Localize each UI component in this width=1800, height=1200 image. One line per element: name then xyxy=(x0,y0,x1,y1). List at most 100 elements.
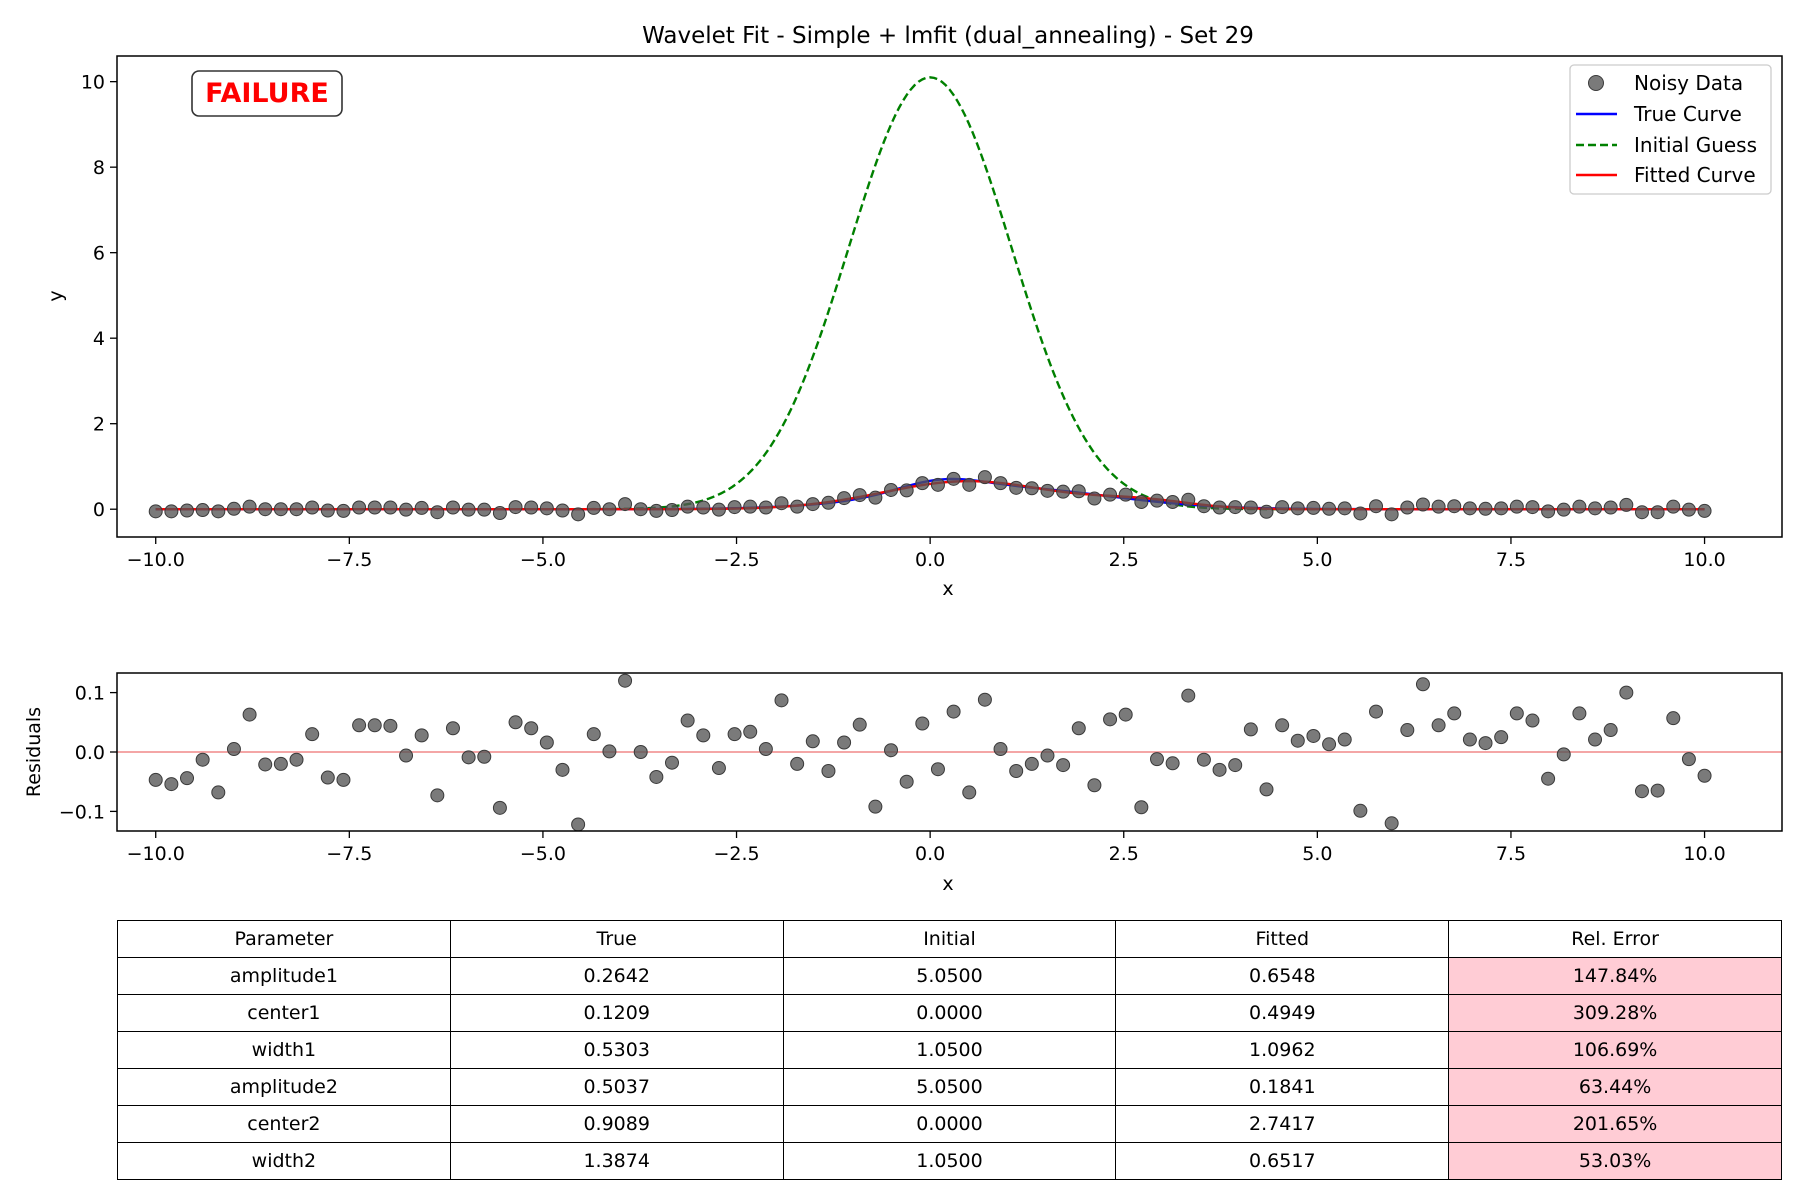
table-header-cell: Fitted xyxy=(1115,920,1450,958)
noisy-data-point xyxy=(1275,500,1290,515)
main-x-tick-label: 10.0 xyxy=(1683,549,1725,571)
table-cell: amplitude2 xyxy=(117,1068,451,1106)
noisy-data-point xyxy=(1556,502,1571,517)
noisy-data-point xyxy=(1149,493,1164,508)
noisy-data-point xyxy=(305,500,320,515)
residual-point xyxy=(1087,778,1102,793)
noisy-data-point xyxy=(1337,501,1352,516)
noisy-data-point xyxy=(1181,492,1196,507)
noisy-data-point xyxy=(1212,500,1227,515)
table-cell: 0.9089 xyxy=(449,1105,784,1143)
main-x-tick-label: 5.0 xyxy=(1302,549,1332,571)
table-cell: 1.0500 xyxy=(782,1031,1117,1069)
noisy-data-point xyxy=(320,503,335,518)
table-cell: 0.1209 xyxy=(449,994,784,1032)
residual-x-tick-label: 7.5 xyxy=(1496,843,1526,865)
residual-point xyxy=(320,770,335,785)
residual-point xyxy=(633,745,648,759)
table-row: width2 1.3874 1.0500 0.6517 53.03% xyxy=(117,1142,1782,1180)
residual-point xyxy=(1275,718,1290,733)
residual-point xyxy=(821,764,836,779)
noisy-data-point xyxy=(461,502,476,517)
table-row: center2 0.9089 0.0000 2.7417 201.65% xyxy=(117,1105,1782,1143)
main-y-tick-label: 4 xyxy=(93,328,105,350)
residual-point xyxy=(211,785,226,800)
table-cell: center2 xyxy=(117,1105,451,1143)
residual-point xyxy=(774,693,789,708)
table-cell: 0.5037 xyxy=(449,1068,784,1106)
table-cell: 0.1841 xyxy=(1115,1068,1450,1106)
residual-point xyxy=(1165,756,1180,771)
noisy-data-point xyxy=(790,499,805,514)
residual-point xyxy=(1494,730,1509,745)
noisy-data-point xyxy=(1509,499,1524,514)
residual-point xyxy=(195,752,210,767)
residual-y-tick-label: 0.1 xyxy=(75,683,105,705)
noisy-data-point xyxy=(352,500,367,515)
noisy-data-point xyxy=(805,497,820,512)
noisy-data-point xyxy=(1697,503,1712,518)
residual-point xyxy=(1056,758,1071,773)
noisy-data-point xyxy=(711,502,726,517)
residual-x-tick-label: −5.0 xyxy=(520,843,566,865)
table-row: width1 0.5303 1.0500 1.0962 106.69% xyxy=(117,1031,1782,1069)
residual-point xyxy=(1619,685,1634,700)
legend-marker-noisy-data xyxy=(1588,75,1604,91)
residual-point xyxy=(711,761,726,776)
residual-point xyxy=(164,777,179,792)
noisy-data-point xyxy=(1681,502,1696,517)
main-x-tick-label: 2.5 xyxy=(1109,549,1139,571)
residual-point xyxy=(930,762,945,777)
noisy-data-point xyxy=(1040,483,1055,498)
figure: Wavelet Fit - Simple + lmfit (dual_annea… xyxy=(23,23,1783,895)
residual-point xyxy=(1306,728,1321,743)
residual-point xyxy=(492,800,507,815)
residual-point xyxy=(180,771,195,786)
noisy-data-point xyxy=(367,500,382,515)
residual-point xyxy=(758,742,773,757)
noisy-data-point xyxy=(727,500,742,515)
noisy-data-point xyxy=(1400,500,1415,515)
residual-point xyxy=(1369,704,1384,719)
noisy-data-point xyxy=(1259,504,1274,519)
noisy-data-point xyxy=(1572,499,1587,514)
residual-point xyxy=(445,721,460,736)
rel-error-cell: 53.03% xyxy=(1448,1142,1782,1180)
noisy-data-point xyxy=(1541,504,1556,519)
table-cell: 1.0500 xyxy=(782,1142,1117,1180)
residual-point xyxy=(1415,677,1430,692)
table-row: center1 0.1209 0.0000 0.4949 309.28% xyxy=(117,994,1782,1032)
residual-plot: −10.0 −7.5 −5.0 −2.5 0.0 2.5 5.0 7.5 10.0 −0.1 0.… xyxy=(23,672,1783,895)
residual-point xyxy=(1588,732,1603,747)
residual-point xyxy=(1040,748,1055,763)
residual-point xyxy=(1228,758,1243,773)
noisy-data-point xyxy=(571,507,586,522)
noisy-data-point xyxy=(837,491,852,506)
noisy-data-point xyxy=(1462,501,1477,516)
residual-x-tick-label: −7.5 xyxy=(326,843,372,865)
residual-point xyxy=(1071,721,1086,736)
noisy-data-point xyxy=(602,502,617,517)
residual-point xyxy=(1384,816,1399,831)
legend-label-initial-guess: Initial Guess xyxy=(1634,133,1757,157)
residual-point xyxy=(1603,723,1618,738)
residual-point xyxy=(524,721,539,736)
residual-point xyxy=(1259,782,1274,797)
residual-point xyxy=(430,788,445,803)
residual-point xyxy=(539,735,554,750)
noisy-data-point xyxy=(1165,494,1180,509)
table-row: amplitude2 0.5037 5.0500 0.1841 63.44% xyxy=(117,1068,1782,1106)
noisy-data-point xyxy=(273,502,288,517)
noisy-data-point xyxy=(1369,499,1384,514)
residual-point xyxy=(1009,764,1024,779)
noisy-data-point xyxy=(1619,497,1634,512)
residual-point xyxy=(993,742,1008,757)
noisy-data-point xyxy=(226,501,241,516)
noisy-data-point xyxy=(1447,499,1462,514)
table-cell: 0.0000 xyxy=(782,1105,1117,1143)
noisy-data-point xyxy=(899,483,914,498)
failure-text: FAILURE xyxy=(205,78,329,109)
residual-point xyxy=(977,692,992,707)
noisy-data-point xyxy=(1290,501,1305,516)
residual-point xyxy=(602,744,617,759)
